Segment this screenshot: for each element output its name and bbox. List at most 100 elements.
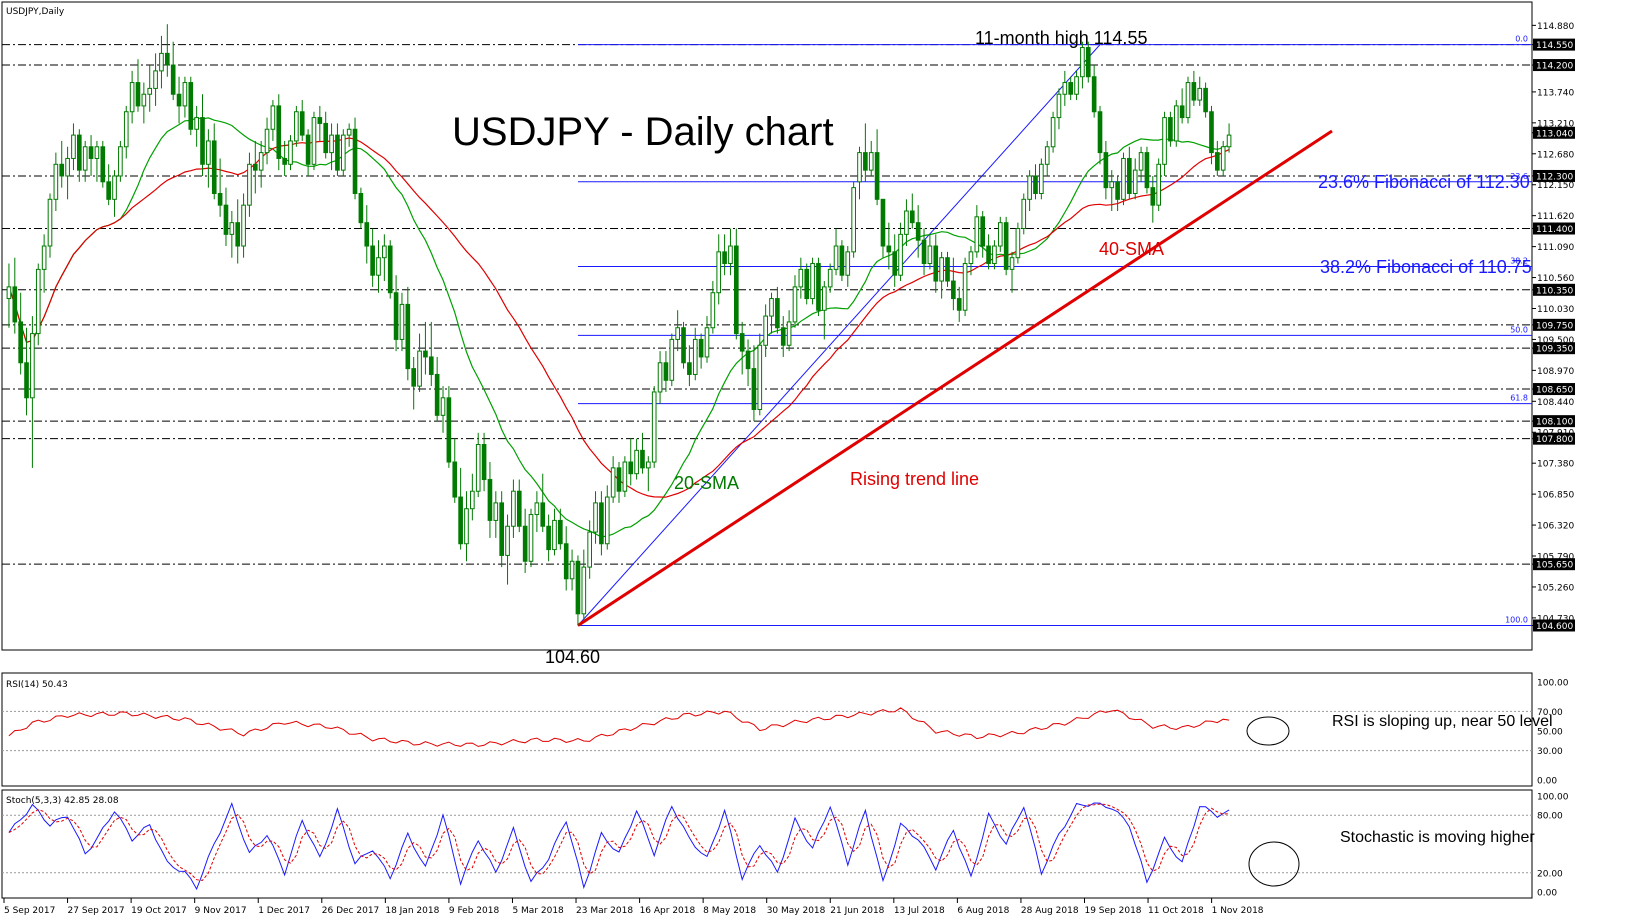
price-tag-label: 105.650 [1536, 561, 1573, 571]
candle-body [311, 117, 317, 165]
candle-body [405, 303, 411, 370]
price-tag-box [1533, 558, 1575, 571]
candle-body [335, 134, 340, 171]
candle-body [47, 198, 53, 247]
candle-body [1021, 198, 1027, 230]
candle-body [1168, 117, 1173, 142]
candle-body [827, 268, 833, 288]
candle-body [499, 502, 504, 556]
candle-body [927, 245, 933, 265]
candle-body [475, 444, 481, 492]
candle-body [77, 134, 82, 171]
candle-body [1156, 163, 1161, 206]
price-axis: 114.880 114.550 114.200 113.740 113.210113.0… [1532, 22, 1575, 632]
candle-body [276, 105, 282, 159]
candle-body [757, 344, 763, 410]
candle-body [387, 245, 393, 294]
candle-body [417, 350, 422, 387]
candle-body [1121, 157, 1126, 200]
stoch-pane [1, 789, 1533, 899]
candle-body [1226, 134, 1232, 148]
sma40-label: 40-SMA [1099, 239, 1164, 259]
rsi-tick-label: 70.00 [1537, 708, 1563, 718]
candle-body [1039, 163, 1044, 194]
candle-body [487, 479, 493, 521]
candle-body [904, 210, 909, 235]
candle-body [974, 216, 980, 253]
candle-body [440, 397, 446, 416]
candle-body [540, 502, 546, 527]
stoch-main-tick-label: 100.00 [1537, 793, 1569, 803]
rsi-tick-label: 0.00 [1537, 777, 1557, 787]
time-tick-label: 16 Apr 2018 [640, 906, 696, 916]
candle-body [1115, 181, 1120, 200]
candle-body [880, 198, 886, 247]
candle-body [112, 175, 117, 200]
price-tick-label: 108.970 [1537, 367, 1574, 377]
candle-body [65, 157, 70, 177]
stoch-main-tick-label: 0.00 [1537, 889, 1557, 899]
candle-body [129, 82, 135, 113]
trend-lines [577, 44, 1333, 627]
candle-body [734, 245, 739, 335]
rsi-line [8, 707, 1230, 747]
candle-body [241, 204, 246, 247]
candle-body [522, 525, 528, 562]
candle-body [646, 461, 651, 469]
candle-body [593, 502, 598, 533]
candle-body [182, 82, 188, 107]
candle-body [247, 163, 252, 206]
candle-body [804, 268, 810, 300]
candle-body [376, 257, 381, 276]
time-axis: 5 Sep 2017 27 Sep 2017 19 Oct 2017 9 Nov 20… [3, 898, 1264, 916]
low-annotation: 104.60 [545, 647, 600, 667]
candle-body [933, 245, 939, 282]
candle-body [915, 222, 921, 241]
price-tag-label: 108.650 [1536, 386, 1573, 396]
candle-body [710, 292, 716, 329]
candle-body [106, 181, 111, 200]
candle-body [956, 298, 962, 311]
price-tag-label: 109.750 [1536, 321, 1573, 331]
candle-body [393, 292, 399, 340]
candle-body [1209, 111, 1214, 154]
candle-body [217, 192, 223, 206]
price-tag-label: 111.400 [1536, 225, 1573, 235]
candle-body [546, 525, 551, 551]
candle-body [12, 286, 18, 323]
candle-body [786, 321, 792, 346]
stoch-signal-line [8, 803, 1230, 881]
price-tag-label: 104.600 [1536, 622, 1573, 632]
candle-body [428, 356, 434, 375]
candle-body [252, 163, 258, 171]
rsi-indicator: 100.00 70.00 50.00 30.00 0.00 [2, 679, 1569, 787]
price-tick-label: 110.560 [1537, 274, 1574, 284]
candle-body [305, 134, 311, 165]
candle-body [839, 245, 845, 276]
price-tag-label: 113.040 [1536, 129, 1573, 139]
time-tick-label: 21 Jun 2018 [830, 906, 884, 916]
candle-body [329, 134, 334, 154]
high-annotation: 11-month high 114.55 [975, 28, 1147, 48]
candle-body [188, 82, 194, 130]
candle-body [816, 263, 821, 311]
candle-body [176, 93, 182, 107]
candle-body [288, 140, 293, 165]
candle-body [769, 298, 774, 317]
candle-body [82, 146, 88, 171]
candle-body [235, 222, 241, 247]
candle-body [358, 192, 364, 224]
stoch-note: Stochastic is moving higher [1340, 829, 1535, 846]
candle-body [775, 298, 780, 329]
candle-body [71, 134, 76, 159]
candle-body [575, 560, 581, 615]
price-tick-label: 113.740 [1537, 88, 1574, 98]
time-tick-label: 19 Sep 2018 [1084, 906, 1141, 916]
candle-body [909, 210, 915, 224]
price-tag-label: 109.350 [1536, 345, 1573, 355]
candle-body [1150, 187, 1156, 206]
time-tick-label: 8 May 2018 [703, 906, 756, 916]
price-tag-box [1533, 126, 1575, 139]
candle-body [88, 146, 94, 159]
candle-body [1191, 82, 1197, 101]
